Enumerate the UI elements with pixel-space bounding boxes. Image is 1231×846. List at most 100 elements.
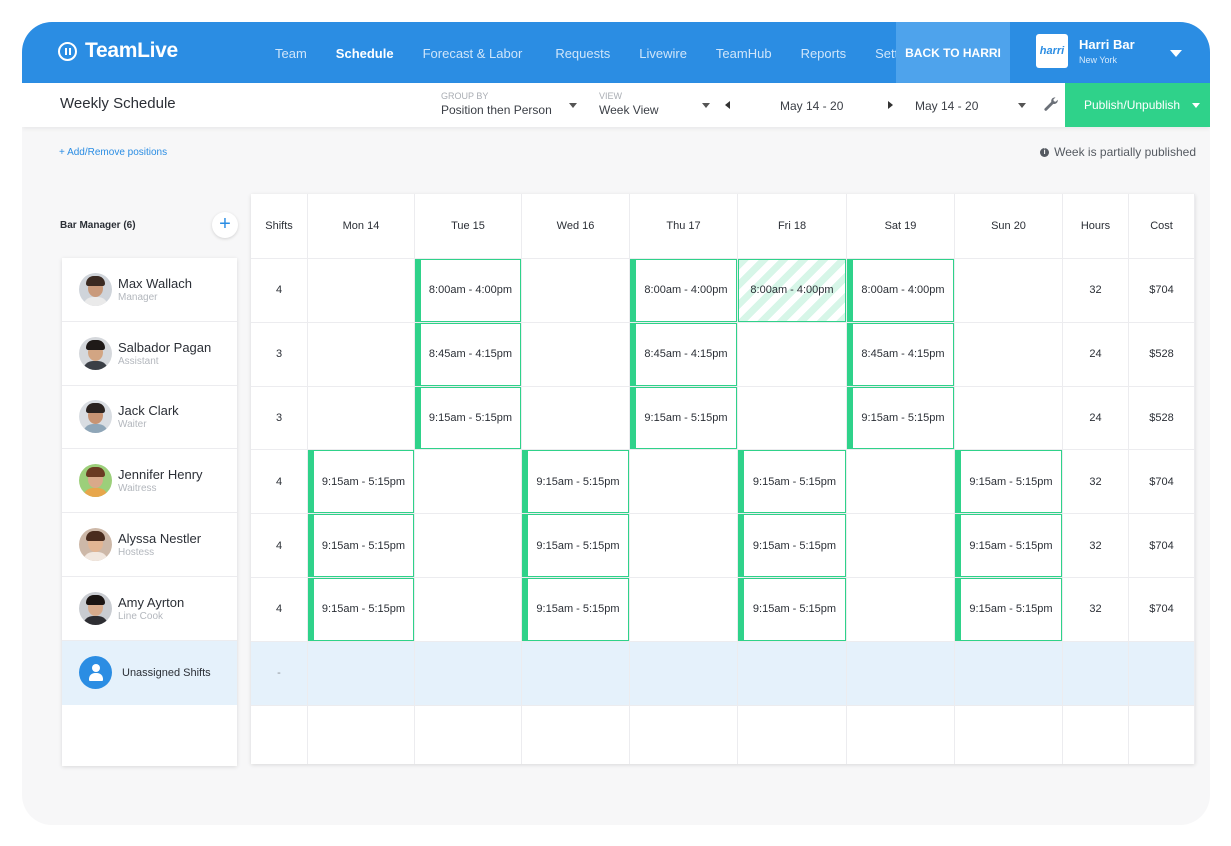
- shift-block[interactable]: 9:15am - 5:15pm: [738, 514, 846, 577]
- unassigned-day-cell[interactable]: [415, 641, 522, 706]
- publish-caret-icon[interactable]: [1192, 103, 1200, 108]
- view-select[interactable]: VIEW Week View: [599, 91, 659, 117]
- day-cell[interactable]: 9:15am - 5:15pm: [522, 514, 630, 578]
- day-cell[interactable]: 9:15am - 5:15pm: [738, 514, 847, 578]
- shift-block[interactable]: 9:15am - 5:15pm: [522, 450, 629, 514]
- day-cell[interactable]: [738, 322, 847, 387]
- shift-block[interactable]: 8:00am - 4:00pm: [847, 259, 954, 322]
- week-select[interactable]: May 14 - 20: [915, 99, 979, 113]
- add-employee-button[interactable]: +: [212, 212, 238, 238]
- day-cell[interactable]: [415, 578, 522, 642]
- day-cell[interactable]: 8:45am - 4:15pm: [630, 322, 738, 387]
- day-cell[interactable]: [847, 514, 955, 578]
- nav-item-reports[interactable]: Reports: [800, 46, 847, 61]
- day-cell[interactable]: [847, 450, 955, 515]
- shift-block[interactable]: 8:45am - 4:15pm: [415, 322, 521, 386]
- day-cell[interactable]: 9:15am - 5:15pm: [308, 514, 415, 578]
- nav-item-forecast-labor[interactable]: Forecast & Labor: [422, 46, 523, 61]
- employee-row[interactable]: Jack Clark Waiter: [62, 386, 237, 450]
- unassigned-day-cell[interactable]: [308, 641, 415, 706]
- day-cell[interactable]: 9:15am - 5:15pm: [308, 450, 415, 515]
- shift-block[interactable]: 8:00am - 4:00pm: [738, 259, 846, 322]
- day-cell[interactable]: [522, 259, 630, 323]
- unassigned-day-cell[interactable]: [955, 641, 1063, 706]
- previous-week-arrow-icon[interactable]: [725, 101, 730, 109]
- day-cell[interactable]: [630, 578, 738, 642]
- shift-block[interactable]: 9:15am - 5:15pm: [847, 386, 954, 450]
- day-cell[interactable]: [522, 386, 630, 451]
- day-cell[interactable]: [415, 514, 522, 578]
- shift-block[interactable]: 9:15am - 5:15pm: [308, 450, 414, 514]
- day-cell[interactable]: [630, 450, 738, 515]
- unassigned-day-cell[interactable]: [522, 641, 630, 706]
- shift-block[interactable]: 8:45am - 4:15pm: [630, 322, 737, 386]
- day-cell[interactable]: [738, 386, 847, 451]
- shift-block[interactable]: 9:15am - 5:15pm: [738, 578, 846, 641]
- shift-block[interactable]: 8:00am - 4:00pm: [630, 259, 737, 322]
- shift-block[interactable]: 9:15am - 5:15pm: [415, 386, 521, 450]
- nav-item-requests[interactable]: Requests: [555, 46, 611, 61]
- day-cell[interactable]: [847, 578, 955, 642]
- employee-row[interactable]: Max Wallach Manager: [62, 258, 237, 322]
- unassigned-day-cell[interactable]: [738, 641, 847, 706]
- publish-unpublish-button[interactable]: Publish/Unpublish: [1065, 83, 1210, 127]
- shift-block[interactable]: 9:15am - 5:15pm: [955, 514, 1062, 577]
- day-cell[interactable]: 9:15am - 5:15pm: [415, 386, 522, 451]
- day-cell[interactable]: 8:00am - 4:00pm: [415, 259, 522, 323]
- employee-row[interactable]: Alyssa Nestler Hostess: [62, 513, 237, 577]
- day-cell[interactable]: 9:15am - 5:15pm: [738, 450, 847, 515]
- day-cell[interactable]: 8:45am - 4:15pm: [847, 322, 955, 387]
- day-cell[interactable]: 9:15am - 5:15pm: [522, 450, 630, 515]
- day-cell[interactable]: 9:15am - 5:15pm: [955, 578, 1063, 642]
- day-cell[interactable]: [955, 259, 1063, 323]
- day-cell[interactable]: 9:15am - 5:15pm: [522, 578, 630, 642]
- day-cell[interactable]: [522, 322, 630, 387]
- next-week-arrow-icon[interactable]: [888, 101, 893, 109]
- group-by-select[interactable]: GROUP BY Position then Person: [441, 91, 552, 117]
- nav-item-schedule[interactable]: Schedule: [335, 46, 394, 61]
- day-cell[interactable]: 8:45am - 4:15pm: [415, 322, 522, 387]
- day-cell[interactable]: 9:15am - 5:15pm: [847, 386, 955, 451]
- nav-item-team[interactable]: Team: [275, 46, 307, 61]
- day-cell[interactable]: 9:15am - 5:15pm: [308, 578, 415, 642]
- day-cell[interactable]: [308, 386, 415, 451]
- day-cell[interactable]: 8:00am - 4:00pm: [630, 259, 738, 323]
- week-select-caret-icon[interactable]: [1018, 103, 1026, 108]
- account-caret-down-icon[interactable]: [1170, 50, 1182, 57]
- add-remove-positions-link[interactable]: + Add/Remove positions: [59, 147, 168, 158]
- back-to-harri-button[interactable]: BACK TO HARRI: [896, 22, 1010, 83]
- nav-item-livewire[interactable]: Livewire: [639, 46, 687, 61]
- day-cell[interactable]: 8:00am - 4:00pm: [847, 259, 955, 323]
- brand-logo[interactable]: TeamLive: [58, 39, 178, 63]
- shift-block[interactable]: 9:15am - 5:15pm: [522, 578, 629, 641]
- unassigned-shifts-row[interactable]: Unassigned Shifts: [62, 640, 237, 705]
- shift-block[interactable]: 9:15am - 5:15pm: [738, 450, 846, 514]
- shift-block[interactable]: 9:15am - 5:15pm: [955, 450, 1062, 514]
- group-by-caret-icon[interactable]: [569, 103, 577, 108]
- day-cell[interactable]: [308, 322, 415, 387]
- wrench-icon[interactable]: [1043, 96, 1059, 114]
- day-cell[interactable]: 9:15am - 5:15pm: [955, 514, 1063, 578]
- shift-block[interactable]: 8:45am - 4:15pm: [847, 322, 954, 386]
- shift-block[interactable]: 9:15am - 5:15pm: [522, 514, 629, 577]
- day-cell[interactable]: 9:15am - 5:15pm: [630, 386, 738, 451]
- shift-block[interactable]: 9:15am - 5:15pm: [308, 578, 414, 641]
- employee-row[interactable]: Amy Ayrton Line Cook: [62, 577, 237, 641]
- shift-block[interactable]: 8:00am - 4:00pm: [415, 259, 521, 322]
- nav-item-teamhub[interactable]: TeamHub: [715, 46, 772, 61]
- unassigned-day-cell[interactable]: [630, 641, 738, 706]
- day-cell[interactable]: [630, 514, 738, 578]
- day-cell[interactable]: 9:15am - 5:15pm: [955, 450, 1063, 515]
- shift-block[interactable]: 9:15am - 5:15pm: [308, 514, 414, 577]
- view-caret-icon[interactable]: [702, 103, 710, 108]
- day-cell[interactable]: 8:00am - 4:00pm: [738, 259, 847, 323]
- day-cell[interactable]: 9:15am - 5:15pm: [738, 578, 847, 642]
- shift-block[interactable]: 9:15am - 5:15pm: [955, 578, 1062, 641]
- day-cell[interactable]: [415, 450, 522, 515]
- day-cell[interactable]: [308, 259, 415, 323]
- day-cell[interactable]: [955, 386, 1063, 451]
- employee-row[interactable]: Jennifer Henry Waitress: [62, 449, 237, 514]
- day-cell[interactable]: [955, 322, 1063, 387]
- account-switcher[interactable]: harri Harri Bar New York: [1036, 34, 1135, 68]
- unassigned-day-cell[interactable]: [847, 641, 955, 706]
